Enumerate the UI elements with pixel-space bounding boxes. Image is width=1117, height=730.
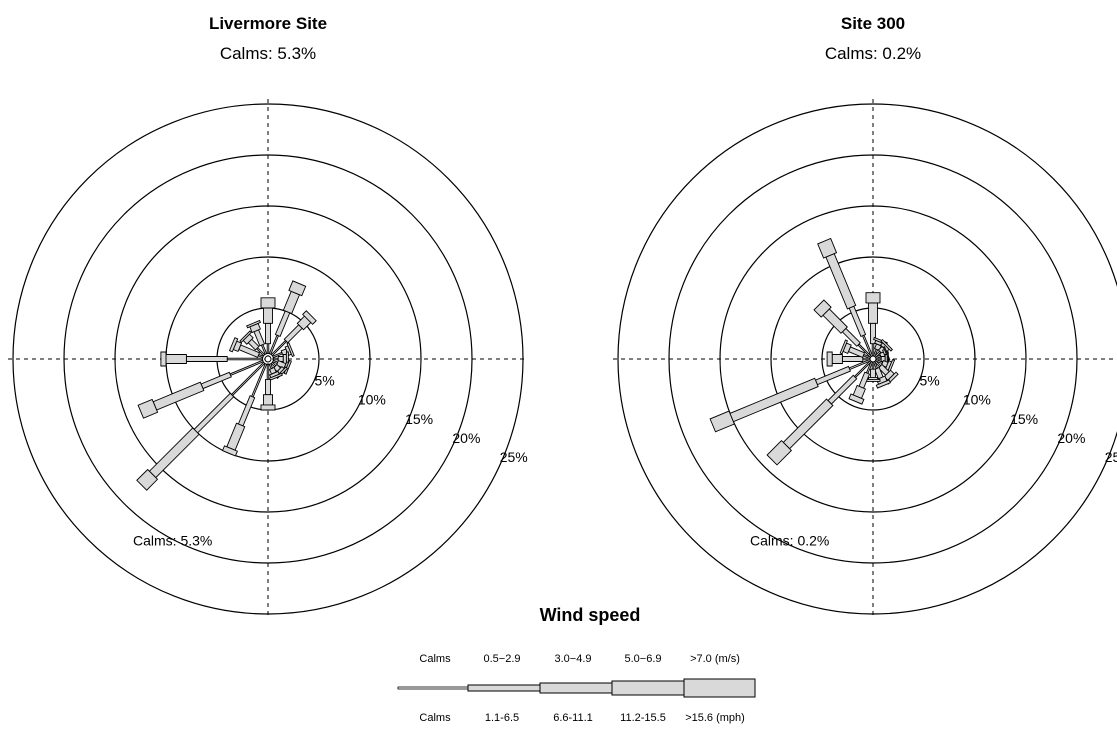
petal-site300-dir8-bin4: [865, 378, 881, 382]
petal-livermore-dir9-bin4: [221, 445, 238, 457]
legend-ms-calms: Calms: [419, 653, 451, 665]
ring-label-5-livermore: 5%: [314, 373, 334, 389]
ring-20-livermore: [63, 154, 473, 564]
petal-livermore-dir13-bin4: [228, 337, 239, 353]
chart-title-livermore: Livermore Site: [208, 14, 328, 33]
legend-bar-bin-4: [683, 678, 756, 698]
legend-ms-bin-1: 0.5−2.9: [483, 653, 521, 665]
petal-site300-dir14-bin3: [822, 308, 848, 334]
calms-label-site300: Calms: 0.2%: [750, 533, 829, 549]
legend-mph-calms: Calms: [419, 712, 451, 724]
petal-livermore-dir1-bin4: [288, 280, 307, 297]
calms-circle-site300: [869, 355, 877, 363]
legend-title: Wind speed: [539, 605, 641, 625]
ring-label-10-livermore: 10%: [358, 392, 386, 408]
petal-livermore-dir12-bin4: [160, 351, 167, 367]
legend-ms-bin-2: 3.0−4.9: [554, 653, 592, 665]
legend-bar-bin-3: [611, 680, 685, 696]
calms-circle-livermore: [264, 355, 272, 363]
petal-site300-dir7-bin4: [875, 379, 891, 389]
ring-25-site300: [617, 103, 1117, 615]
legend-mph-bin-4: >15.6 (mph): [685, 712, 745, 724]
petal-site300-dir12-bin3: [831, 354, 843, 364]
ring-label-15-livermore: 15%: [405, 411, 433, 427]
ring-label-25-site300: 25%: [1105, 449, 1117, 465]
petal-livermore-dir2-bin2: [283, 324, 303, 344]
ring-15-livermore: [114, 205, 422, 513]
petal-livermore-dir10-bin2: [193, 392, 235, 434]
petal-livermore-dir10-bin3: [148, 427, 200, 479]
petal-livermore-dir1-bin2: [274, 310, 291, 337]
petal-site300-dir9-bin4: [848, 393, 865, 405]
petal-livermore-dir10-bin4: [136, 468, 159, 491]
chart-title-site300: Site 300: [840, 14, 906, 33]
legend-bar-calms: [397, 686, 469, 690]
legend-ms-bin-4: >7.0 (m/s): [690, 653, 740, 665]
petal-livermore-dir8-bin2: [265, 378, 271, 396]
petal-livermore-dir0-bin2: [265, 322, 271, 345]
calms-label-livermore: Calms: 5.3%: [133, 533, 212, 549]
petal-livermore-dir4-bin3: [282, 354, 287, 364]
petal-site300-dir0-bin4: [865, 292, 881, 304]
petal-livermore-dir0-bin4: [260, 297, 276, 309]
petal-livermore-dir12-bin3: [165, 354, 187, 364]
petal-livermore-dir0-bin3: [263, 307, 273, 324]
petal-livermore-dir11-bin4: [137, 398, 159, 419]
ring-label-5-site300: 5%: [919, 373, 939, 389]
petal-livermore-dir4-bin1: [272, 357, 279, 361]
petal-livermore-dir2-bin4: [302, 310, 317, 325]
petal-livermore-dir8-bin4: [260, 404, 276, 411]
legend-bar-bin-2: [539, 682, 613, 694]
petal-site300-dir15-bin4: [817, 237, 838, 259]
ring-10-site300: [770, 256, 976, 462]
petal-livermore-dir0-bin1: [266, 343, 270, 355]
petal-livermore-dir11-bin2: [200, 371, 232, 390]
petal-site300-dir10-bin3: [782, 398, 834, 450]
petal-site300-dir10-bin4: [766, 439, 793, 466]
petal-livermore-dir9-bin2: [237, 395, 256, 427]
petal-livermore-dir11-bin3: [152, 381, 205, 411]
ring-20-site300: [668, 154, 1078, 564]
legend-bar-bin-1: [467, 684, 541, 692]
legend-ms-bin-3: 5.0−6.9: [624, 653, 662, 665]
petal-site300-dir0-bin3: [868, 302, 878, 324]
petal-livermore-dir12-bin2: [185, 356, 228, 362]
ring-25-livermore: [12, 103, 524, 615]
calms-subtitle-livermore: Calms: 5.3%: [219, 44, 317, 63]
legend-mph-bin-3: 11.2-15.5: [620, 712, 666, 724]
ring-label-25-livermore: 25%: [500, 449, 528, 465]
petal-livermore-dir8-bin3: [263, 394, 273, 406]
petal-livermore-dir8-bin1: [266, 363, 270, 380]
petal-site300-dir11-bin4: [709, 410, 735, 433]
ring-label-15-site300: 15%: [1010, 411, 1038, 427]
petal-site300-dir11-bin2: [814, 365, 851, 386]
calms-subtitle-site300: Calms: 0.2%: [824, 44, 922, 63]
petal-site300-dir14-bin4: [813, 299, 832, 318]
ring-label-10-site300: 10%: [963, 392, 991, 408]
petal-site300-dir12-bin2: [841, 356, 864, 362]
petal-site300-dir12-bin4: [826, 351, 833, 367]
ring-label-20-site300: 20%: [1057, 430, 1085, 446]
legend-mph-bin-1: 1.1-6.5: [484, 712, 520, 724]
petal-site300-dir0-bin2: [870, 322, 876, 345]
petal-livermore-dir14-bin4: [239, 330, 252, 343]
petal-livermore-dir15-bin4: [246, 319, 261, 329]
petal-site300-dir2-bin4: [880, 338, 894, 352]
ring-15-site300: [719, 205, 1027, 513]
petal-site300-dir13-bin4: [839, 339, 848, 355]
ring-label-20-livermore: 20%: [452, 430, 480, 446]
petal-livermore-dir5-bin4: [283, 359, 292, 375]
legend-mph-bin-2: 6.6-11.1: [553, 712, 593, 724]
petal-livermore-dir12-bin1: [226, 357, 264, 361]
petal-livermore-dir1-bin3: [282, 290, 301, 315]
petal-livermore-dir3-bin4: [286, 342, 295, 358]
petal-livermore-dir9-bin3: [226, 422, 246, 451]
petal-site300-dir8-bin2: [870, 368, 876, 378]
